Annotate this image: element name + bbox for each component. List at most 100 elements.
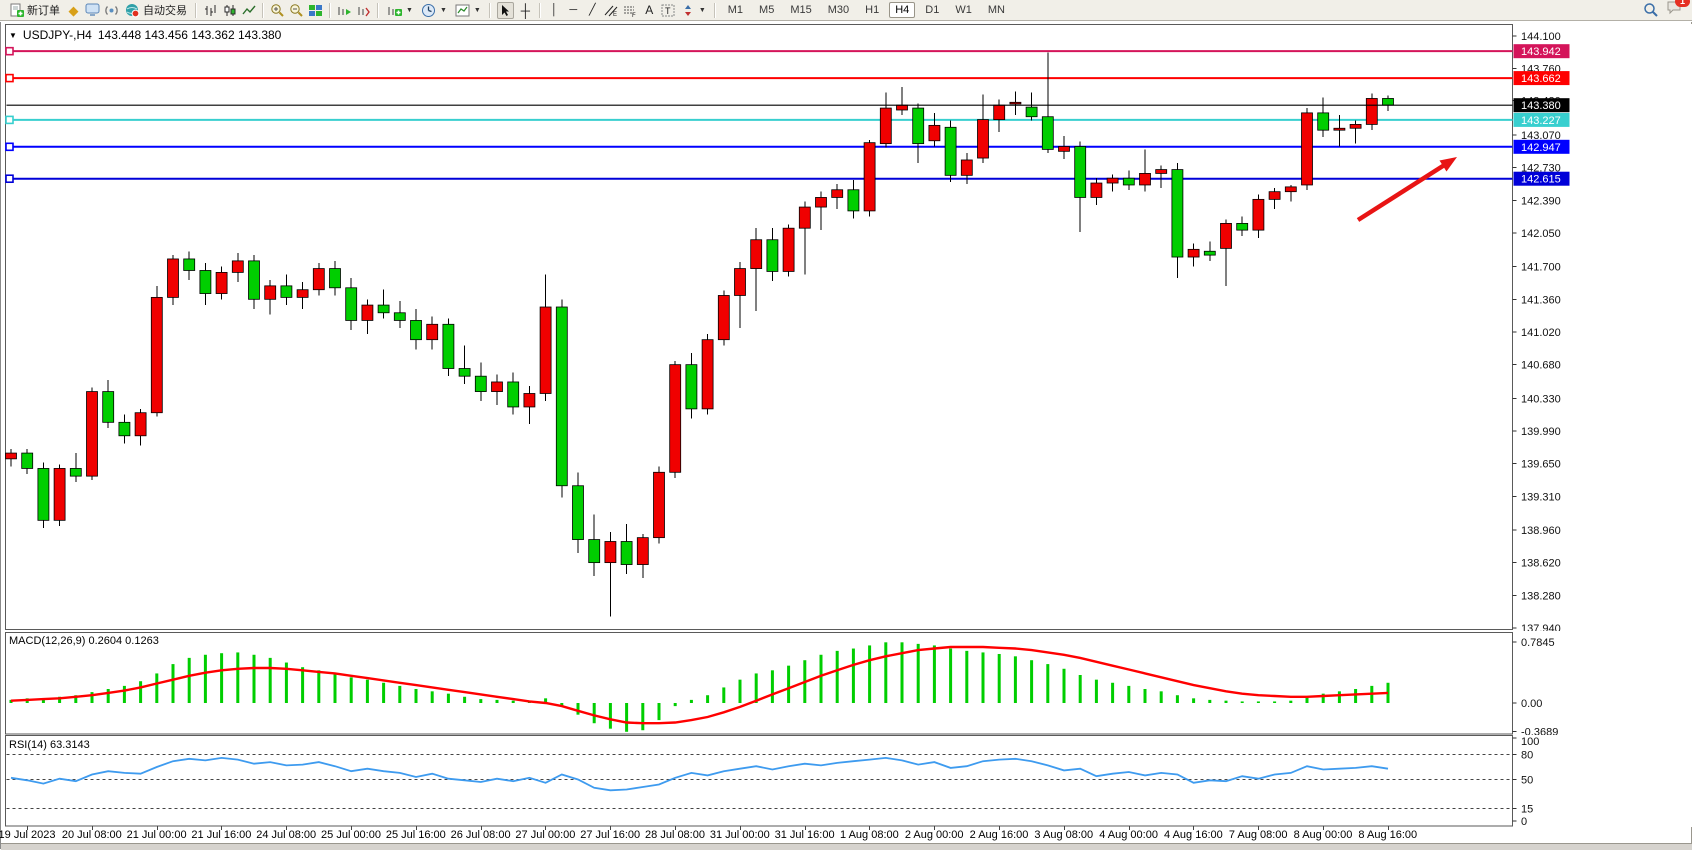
tab-timeframe-M5[interactable]: M5 (759, 4, 775, 16)
bar-chart-icon[interactable] (203, 3, 218, 18)
new-chart-button[interactable]: ▼ (385, 3, 415, 18)
macd-histogram-bar (592, 703, 596, 724)
macd-histogram-bar (333, 673, 337, 703)
level-anchor-handle[interactable] (5, 174, 14, 184)
rsi-line (10, 756, 1389, 792)
macd-histogram-bar (398, 685, 402, 703)
macd-histogram-bar (787, 665, 791, 703)
search-icon[interactable] (1643, 3, 1658, 18)
svg-text:E: E (613, 12, 617, 17)
candle (5, 449, 17, 467)
chart-menu-arrow-icon[interactable]: ▼ (9, 30, 17, 40)
candle (1106, 174, 1119, 192)
macd-histogram-bar (252, 654, 256, 703)
macd-histogram-bar (284, 662, 288, 703)
macd-histogram-bar (349, 677, 353, 703)
candle (1171, 162, 1184, 279)
price-tick-label: 144.100 (1521, 31, 1561, 43)
tab-timeframe-H1[interactable]: H1 (865, 4, 880, 16)
macd-histogram-bar (90, 692, 94, 703)
candle (944, 120, 957, 183)
time-tick (480, 826, 482, 830)
fibonacci-icon[interactable]: F (623, 3, 638, 18)
tab-timeframe-M30[interactable]: M30 (827, 4, 850, 16)
macd-histogram-bar (706, 695, 710, 703)
macd-histogram-bar (1175, 695, 1179, 703)
candle (361, 299, 374, 334)
deposit-icon[interactable]: ◆ (68, 2, 79, 18)
zoom-in-icon[interactable] (270, 3, 285, 18)
channel-icon[interactable]: E (604, 3, 619, 18)
candle (1349, 120, 1362, 144)
line-chart-icon[interactable] (241, 3, 256, 18)
macd-histogram-bar (9, 699, 13, 703)
macd-histogram-bar (220, 653, 224, 703)
macd-histogram-bar (74, 695, 78, 703)
price-tick-label: 138.280 (1521, 590, 1561, 602)
time-axis-label: 2 Aug 16:00 (969, 829, 1029, 841)
tab-timeframe-M1[interactable]: M1 (727, 4, 744, 16)
macd-histogram-bar (463, 696, 467, 703)
price-scale-level-label: 143.942 (1521, 46, 1561, 58)
auto-scroll-icon[interactable] (337, 3, 352, 18)
macd-histogram-bar (625, 703, 629, 732)
macd-histogram-bar (1305, 696, 1309, 703)
label-icon[interactable]: T (661, 3, 676, 18)
macd-histogram-bar (1354, 688, 1358, 703)
candle (1187, 243, 1200, 267)
macd-histogram-bar (1046, 664, 1050, 703)
tab-timeframe-D1[interactable]: D1 (925, 4, 940, 16)
chat-button[interactable]: 1 (1666, 0, 1690, 20)
horizontal-line-icon[interactable]: ─ (569, 3, 578, 16)
tab-timeframe-MN[interactable]: MN (987, 4, 1005, 16)
new-order-button[interactable]: 新订单 (7, 1, 62, 19)
periods-clock-button[interactable]: ▼ (419, 2, 449, 19)
tab-timeframe-M15[interactable]: M15 (790, 4, 812, 16)
zoom-out-icon[interactable] (289, 3, 304, 18)
web-terminal-icon[interactable] (85, 3, 100, 18)
level-anchor-handle[interactable] (5, 115, 14, 125)
macd-indicator-label: MACD(12,26,9) 0.2604 0.1263 (9, 635, 159, 647)
text-icon[interactable]: A (645, 2, 654, 17)
candle (1301, 108, 1313, 190)
candle (1074, 141, 1087, 233)
candle (1058, 135, 1070, 160)
tab-timeframe-H4[interactable]: H4 (889, 2, 916, 18)
new-order-label: 新订单 (27, 5, 60, 17)
macd-histogram-bar (382, 682, 386, 703)
vertical-line-icon[interactable]: │ (550, 3, 558, 16)
arrows-icon[interactable]: ▼ (680, 3, 708, 18)
candle (167, 255, 179, 306)
time-axis-label: 25 Jul 16:00 (385, 829, 446, 841)
candle (588, 514, 601, 577)
autotrade-label: 自动交易 (143, 5, 187, 17)
time-axis-label: 20 Jul 08:00 (61, 829, 122, 841)
candle (53, 464, 66, 527)
trend-arrow-annotation[interactable] (1356, 157, 1457, 222)
candlestick-chart-icon[interactable] (222, 3, 237, 18)
cursor-icon[interactable] (496, 1, 514, 19)
price-scale-level-label: 143.662 (1521, 73, 1561, 85)
time-tick (156, 826, 158, 830)
chart-ohlc-values: 143.448 143.456 143.362 143.380 (97, 28, 282, 42)
trendline-icon[interactable]: ╱ (589, 3, 596, 16)
timeframe-buttons: M1 M5 M15 M30 H1 H4 D1 W1 MN (718, 0, 1015, 20)
macd-histogram-bar (122, 685, 126, 703)
tab-timeframe-W1[interactable]: W1 (955, 4, 972, 16)
level-anchor-handle[interactable] (5, 142, 14, 152)
price-tick-label: 139.310 (1521, 491, 1561, 503)
candle (37, 462, 50, 529)
macd-histogram-bar (868, 645, 872, 703)
macd-histogram-bar (949, 648, 953, 703)
tile-windows-icon[interactable] (308, 3, 323, 18)
candle (1268, 187, 1281, 209)
crosshair-icon[interactable]: ┼ (520, 2, 530, 18)
autotrade-button[interactable]: 自动交易 (123, 1, 189, 19)
candle (69, 453, 82, 482)
level-anchor-handle[interactable] (5, 46, 14, 56)
template-button[interactable]: ▼ (453, 3, 483, 18)
level-anchor-handle[interactable] (5, 73, 14, 83)
signals-icon[interactable] (104, 3, 119, 18)
chart-shift-icon[interactable] (356, 3, 371, 18)
main-plot-border (5, 24, 1513, 630)
